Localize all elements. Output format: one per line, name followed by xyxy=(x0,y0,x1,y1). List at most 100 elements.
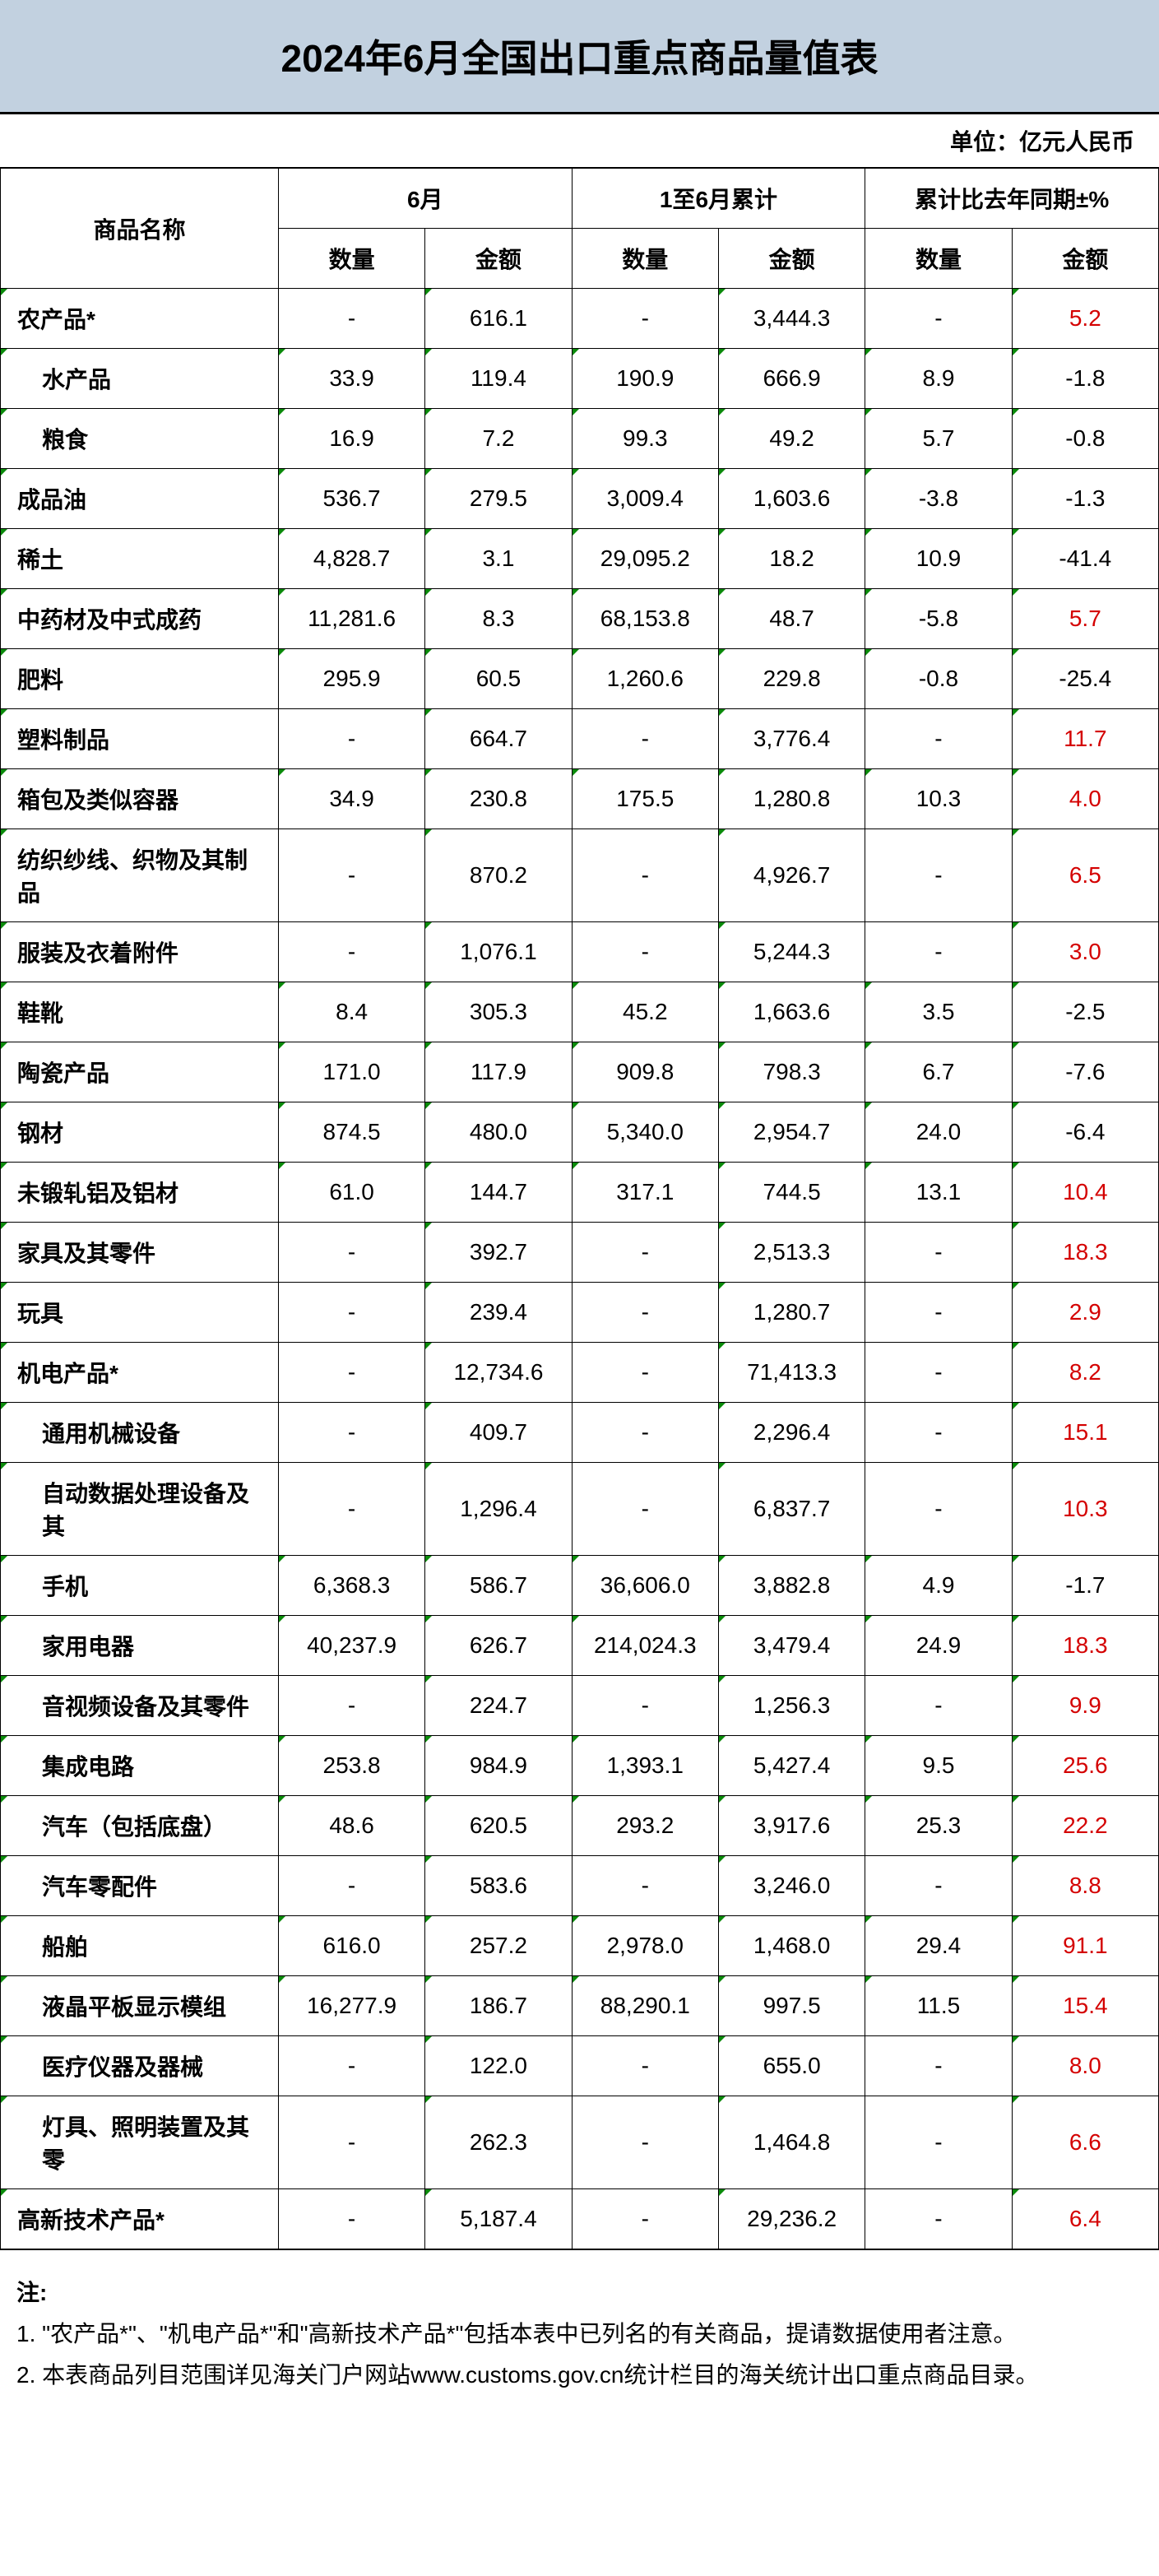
commodity-name-cell: 手机 xyxy=(1,1556,279,1616)
value-cell: - xyxy=(278,2189,424,2249)
table-row: 船舶616.0257.22,978.01,468.029.491.1 xyxy=(1,1916,1159,1976)
value-label: - xyxy=(934,305,942,331)
value-label: 91.1 xyxy=(1063,1933,1108,1958)
value-label: 744.5 xyxy=(763,1179,821,1204)
value-cell: 18.3 xyxy=(1012,1616,1158,1676)
value-label: 1,256.3 xyxy=(753,1692,830,1718)
commodity-name-cell: 钢材 xyxy=(1,1102,279,1163)
value-cell: - xyxy=(865,829,1012,922)
value-label: - xyxy=(348,2053,355,2078)
value-cell: 144.7 xyxy=(425,1163,572,1223)
table-header: 商品名称 6月 1至6月累计 累计比去年同期±% 数量 金额 数量 金额 数量 … xyxy=(1,169,1159,289)
cell-marker-icon xyxy=(719,1676,726,1683)
value-label: - xyxy=(348,1496,355,1521)
value-cell: 68,153.8 xyxy=(572,589,718,649)
cell-marker-icon xyxy=(279,1916,285,1923)
value-cell: 3,246.0 xyxy=(718,1856,865,1916)
value-label: 1,468.0 xyxy=(753,1933,830,1958)
value-label: 6.4 xyxy=(1069,2206,1101,2231)
value-cell: 71,413.3 xyxy=(718,1343,865,1403)
cell-marker-icon xyxy=(425,1736,432,1743)
value-cell: 16,277.9 xyxy=(278,1976,424,2036)
value-cell: 6.5 xyxy=(1012,829,1158,922)
value-cell: 3.0 xyxy=(1012,922,1158,982)
commodity-name-label: 高新技术产品* xyxy=(17,2207,165,2233)
value-cell: 29,095.2 xyxy=(572,529,718,589)
value-label: - xyxy=(348,1299,355,1325)
commodity-name-label: 水产品 xyxy=(42,367,111,392)
table-row: 箱包及类似容器34.9230.8175.51,280.810.34.0 xyxy=(1,769,1159,829)
cell-marker-icon xyxy=(425,922,432,929)
commodity-name-label: 自动数据处理设备及其 xyxy=(42,1481,249,1539)
value-cell: 3.5 xyxy=(865,982,1012,1042)
value-cell: 10.3 xyxy=(865,769,1012,829)
cell-marker-icon xyxy=(425,409,432,415)
commodity-name-label: 陶瓷产品 xyxy=(17,1061,109,1086)
cell-marker-icon xyxy=(1013,2096,1019,2103)
value-cell: 15.4 xyxy=(1012,1976,1158,2036)
cell-marker-icon xyxy=(1013,289,1019,295)
cell-marker-icon xyxy=(573,1163,579,1169)
cell-marker-icon xyxy=(1,2036,7,2043)
value-cell: - xyxy=(865,1676,1012,1736)
value-cell: -25.4 xyxy=(1012,649,1158,709)
commodity-name-label: 服装及衣着附件 xyxy=(17,940,178,966)
value-cell: - xyxy=(865,289,1012,349)
value-cell: 88,290.1 xyxy=(572,1976,718,2036)
value-label: 117.9 xyxy=(471,1059,526,1084)
value-cell: 122.0 xyxy=(425,2036,572,2096)
value-label: 655.0 xyxy=(763,2053,821,2078)
value-cell: 664.7 xyxy=(425,709,572,769)
value-label: 25.6 xyxy=(1063,1752,1108,1778)
value-cell: 257.2 xyxy=(425,1916,572,1976)
value-label: 12,734.6 xyxy=(453,1359,543,1385)
cell-marker-icon xyxy=(719,1102,726,1109)
header-group-june: 6月 xyxy=(278,169,572,229)
cell-marker-icon xyxy=(425,589,432,596)
cell-marker-icon xyxy=(1013,1736,1019,1743)
cell-marker-icon xyxy=(573,1616,579,1622)
value-label: 3,917.6 xyxy=(753,1812,830,1838)
cell-marker-icon xyxy=(719,409,726,415)
cell-marker-icon xyxy=(719,1283,726,1289)
unit-label: 单位：亿元人民币 xyxy=(950,129,1134,155)
cell-marker-icon xyxy=(1,529,7,536)
table-row: 家具及其零件-392.7-2,513.3-18.3 xyxy=(1,1223,1159,1283)
value-label: - xyxy=(348,726,355,751)
value-cell: 25.3 xyxy=(865,1796,1012,1856)
value-cell: - xyxy=(278,289,424,349)
value-label: - xyxy=(934,1692,942,1718)
value-label: 2,978.0 xyxy=(607,1933,684,1958)
table-row: 钢材874.5480.05,340.02,954.724.0-6.4 xyxy=(1,1102,1159,1163)
value-cell: 4.9 xyxy=(865,1556,1012,1616)
value-cell: - xyxy=(865,709,1012,769)
value-cell: 8.4 xyxy=(278,982,424,1042)
commodity-name-cell: 鞋靴 xyxy=(1,982,279,1042)
value-cell: - xyxy=(572,2096,718,2189)
cell-marker-icon xyxy=(425,769,432,776)
table-row: 陶瓷产品171.0117.9909.8798.36.7-7.6 xyxy=(1,1042,1159,1102)
value-label: 71,413.3 xyxy=(747,1359,837,1385)
value-label: 620.5 xyxy=(470,1812,527,1838)
table-row: 音视频设备及其零件-224.7-1,256.3-9.9 xyxy=(1,1676,1159,1736)
value-label: 33.9 xyxy=(329,365,374,391)
value-cell: 18.3 xyxy=(1012,1223,1158,1283)
value-label: - xyxy=(642,939,649,964)
cell-marker-icon xyxy=(425,1463,432,1469)
value-cell: 7.2 xyxy=(425,409,572,469)
cell-marker-icon xyxy=(279,529,285,536)
cell-marker-icon xyxy=(865,1102,872,1109)
value-label: 5.2 xyxy=(1069,305,1101,331)
cell-marker-icon xyxy=(865,409,872,415)
value-cell: 10.9 xyxy=(865,529,1012,589)
cell-marker-icon xyxy=(425,649,432,656)
cell-marker-icon xyxy=(865,1736,872,1743)
cell-marker-icon xyxy=(1,589,7,596)
value-label: 239.4 xyxy=(470,1299,527,1325)
value-cell: 1,468.0 xyxy=(718,1916,865,1976)
cell-marker-icon xyxy=(865,1616,872,1622)
value-cell: - xyxy=(572,1223,718,1283)
value-label: 186.7 xyxy=(470,1993,527,2018)
commodity-name-label: 未锻轧铝及铝材 xyxy=(17,1181,178,1206)
commodity-name-label: 箱包及类似容器 xyxy=(17,787,178,813)
